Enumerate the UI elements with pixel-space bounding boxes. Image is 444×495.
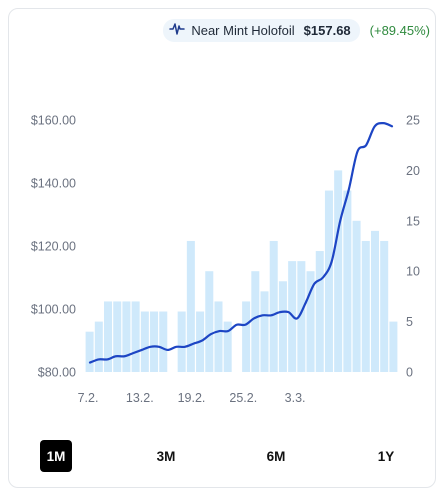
volume-bar [370,230,379,372]
right-axis-tick-label: 20 [406,164,420,178]
right-axis-ticks: 25 20 15 10 5 0 [406,114,420,380]
price-line [88,122,394,364]
x-axis-tick-label: 3.3. [285,391,306,405]
volume-bar [214,301,223,372]
time-range-selector: 1M 3M 6M 1Y [40,440,410,474]
volume-bar [334,170,343,372]
volume-bar [140,311,149,372]
volume-bar [361,240,370,372]
pulse-line-icon [169,22,186,39]
chart-legend: Near Mint Holofoil $157.68 (+89.45%) [163,19,430,42]
range-button-1y[interactable]: 1Y [377,448,395,464]
volume-bar [315,251,324,372]
volume-bar [278,281,287,372]
volume-bar [94,321,103,372]
x-axis-ticks: 7.2. 13.2. 19.2. 25.2. 3.3. [78,391,306,405]
volume-bar [260,291,269,372]
x-axis-tick-label: 7.2. [78,391,99,405]
left-axis-tick-label: $120.00 [31,240,76,254]
series-name: Near Mint Holofoil [191,23,295,38]
range-button-6m[interactable]: 6M [266,448,286,464]
right-axis-tick-label: 15 [406,214,420,228]
x-axis-tick-label: 25.2. [229,391,257,405]
volume-bar [251,271,260,372]
range-button-1m[interactable]: 1M [40,440,72,472]
right-axis-tick-label: 0 [406,366,413,380]
volume-bar [150,311,159,372]
left-axis-tick-label: $80.00 [38,366,76,380]
volume-bar [177,311,186,372]
volume-bar [306,271,315,372]
price-volume-chart: $160.00 $140.00 $120.00 $100.00 $80.00 25 20 1… [31,114,420,406]
left-axis-tick-label: $100.00 [31,303,76,317]
series-legend-pill[interactable]: Near Mint Holofoil $157.68 [163,19,360,42]
volume-bar [113,301,122,372]
volume-bar [104,301,113,372]
current-price: $157.68 [303,23,351,38]
volume-bar [186,240,195,372]
volume-bar [343,190,352,372]
right-axis-tick-label: 10 [406,265,420,279]
volume-bar [297,261,306,372]
right-axis-tick-label: 25 [406,114,420,128]
volume-bars [85,170,398,372]
left-axis-tick-label: $160.00 [31,114,76,128]
x-axis-tick-label: 13.2. [126,391,154,405]
left-axis-ticks: $160.00 $140.00 $120.00 $100.00 $80.00 [31,114,76,380]
price-change-percent: (+89.45%) [369,23,430,38]
volume-bar [122,301,131,372]
volume-bar [269,240,278,372]
volume-bar [85,331,94,372]
volume-bar [242,301,251,372]
volume-bar [352,220,361,372]
volume-bar [159,311,168,372]
range-button-3m[interactable]: 3M [156,448,176,464]
volume-bar [324,190,333,372]
volume-bar [389,321,398,372]
volume-bar [131,301,140,372]
right-axis-tick-label: 5 [406,315,413,329]
left-axis-tick-label: $140.00 [31,177,76,191]
x-axis-tick-label: 19.2. [178,391,206,405]
volume-bar [223,321,232,372]
volume-bar [205,271,214,372]
volume-bar [380,240,389,372]
